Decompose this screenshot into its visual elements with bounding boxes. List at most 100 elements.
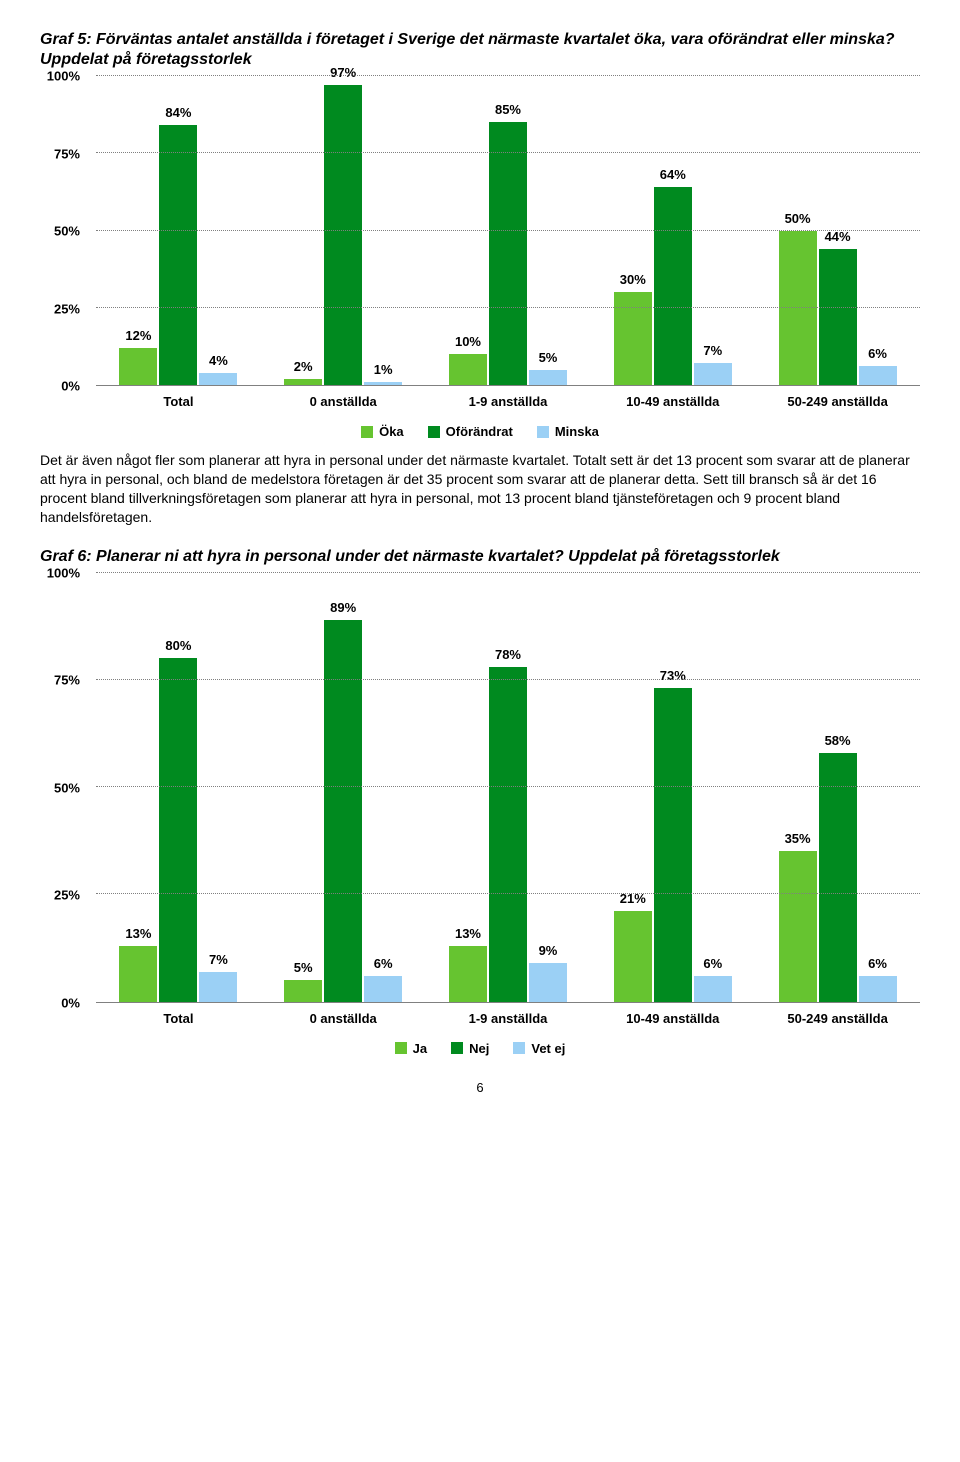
gridline [96,230,920,231]
bar-group: 30%64%7% [590,76,755,385]
bar: 85% [489,122,527,385]
bar-value-label: 6% [848,956,908,971]
legend-item: Ja [395,1041,427,1056]
bar-group: 5%89%6% [261,573,426,1002]
bar: 4% [199,373,237,385]
bar-value-label: 84% [148,105,208,120]
bar-group: 21%73%6% [590,573,755,1002]
x-axis-label: Total [96,1005,261,1033]
bar-group: 2%97%1% [261,76,426,385]
legend-swatch [395,1042,407,1054]
bar: 1% [364,382,402,385]
bar-group: 50%44%6% [755,76,920,385]
bar: 6% [364,976,402,1002]
legend-swatch [361,426,373,438]
bar: 50% [779,231,817,386]
y-tick-label: 25% [40,888,80,903]
bar: 6% [859,976,897,1002]
chart5-x-axis: Total0 anställda1-9 anställda10-49 anstä… [96,388,920,416]
x-axis-label: 50-249 anställda [755,388,920,416]
gridline [96,307,920,308]
legend-item: Vet ej [513,1041,565,1056]
bar: 12% [119,348,157,385]
y-tick-label: 0% [40,995,80,1010]
chart5-y-axis: 0%25%50%75%100% [40,76,88,386]
legend-item: Öka [361,424,404,439]
bar: 5% [284,980,322,1001]
bar: 6% [694,976,732,1002]
bar: 21% [614,911,652,1001]
bar: 13% [119,946,157,1002]
legend-item: Nej [451,1041,489,1056]
y-tick-label: 25% [40,301,80,316]
bar-value-label: 80% [148,638,208,653]
x-axis-label: Total [96,388,261,416]
bar-value-label: 4% [188,353,248,368]
bar-value-label: 7% [188,952,248,967]
x-axis-label: 10-49 anställda [590,388,755,416]
bar: 7% [694,363,732,385]
bar: 5% [529,370,567,385]
chart6-plot: 13%80%7%5%89%6%13%78%9%21%73%6%35%58%6% [96,573,920,1003]
bar-value-label: 58% [808,733,868,748]
legend-label: Minska [555,424,599,439]
legend-swatch [513,1042,525,1054]
bar-value-label: 9% [518,943,578,958]
chart6-y-axis: 0%25%50%75%100% [40,573,88,1003]
x-axis-label: 50-249 anställda [755,1005,920,1033]
bar-group: 35% 58% 6% [755,573,920,1002]
bar-value-label: 5% [518,350,578,365]
bar: 13% [449,946,487,1002]
chart5: 0%25%50%75%100% 12%84%4%2%97%1%10%85%5%3… [40,76,920,416]
bar: 7% [199,972,237,1002]
bar-value-label: 6% [683,956,743,971]
page-number: 6 [40,1080,920,1095]
y-tick-label: 75% [40,146,80,161]
bar-value-label: 64% [643,167,703,182]
chart5-legend: Öka Oförändrat Minska [40,424,920,439]
bar: 84% [159,125,197,385]
x-axis-label: 1-9 anställda [426,1005,591,1033]
legend-label: Ja [413,1041,427,1056]
gridline [96,786,920,787]
legend-label: Nej [469,1041,489,1056]
bar: 73% [654,688,692,1001]
bar: 2% [284,379,322,385]
x-axis-label: 10-49 anställda [590,1005,755,1033]
bar-value-label: 1% [353,362,413,377]
chart5-plot: 12%84%4%2%97%1%10%85%5%30%64%7%50%44%6% [96,76,920,386]
bar-value-label: 73% [643,668,703,683]
bar-value-label: 7% [683,343,743,358]
legend-swatch [537,426,549,438]
legend-label: Oförändrat [446,424,513,439]
bar: 89% [324,620,362,1002]
bar-value-label: 6% [353,956,413,971]
y-tick-label: 100% [40,69,80,84]
y-tick-label: 0% [40,379,80,394]
chart6-x-axis: Total0 anställda1-9 anställda10-49 anstä… [96,1005,920,1033]
body-paragraph: Det är även något fler som planerar att … [40,451,920,527]
gridline [96,572,920,573]
gridline [96,75,920,76]
gridline [96,152,920,153]
y-tick-label: 50% [40,780,80,795]
bar: 35% [779,851,817,1001]
legend-swatch [451,1042,463,1054]
legend-item: Minska [537,424,599,439]
gridline [96,679,920,680]
bar-value-label: 78% [478,647,538,662]
legend-label: Vet ej [531,1041,565,1056]
bar: 97% [324,85,362,385]
bar-value-label: 97% [313,65,373,80]
bar-group: 12%84%4% [96,76,261,385]
y-tick-label: 100% [40,565,80,580]
bar-group: 13% 80% 7% [96,573,261,1002]
legend-label: Öka [379,424,404,439]
bar: 9% [529,963,567,1002]
bar-value-label: 6% [848,346,908,361]
bar: 44% [819,249,857,385]
bar-value-label: 85% [478,102,538,117]
chart6-title: Graf 6: Planerar ni att hyra in personal… [40,547,920,567]
bar: 10% [449,354,487,385]
x-axis-label: 0 anställda [261,1005,426,1033]
